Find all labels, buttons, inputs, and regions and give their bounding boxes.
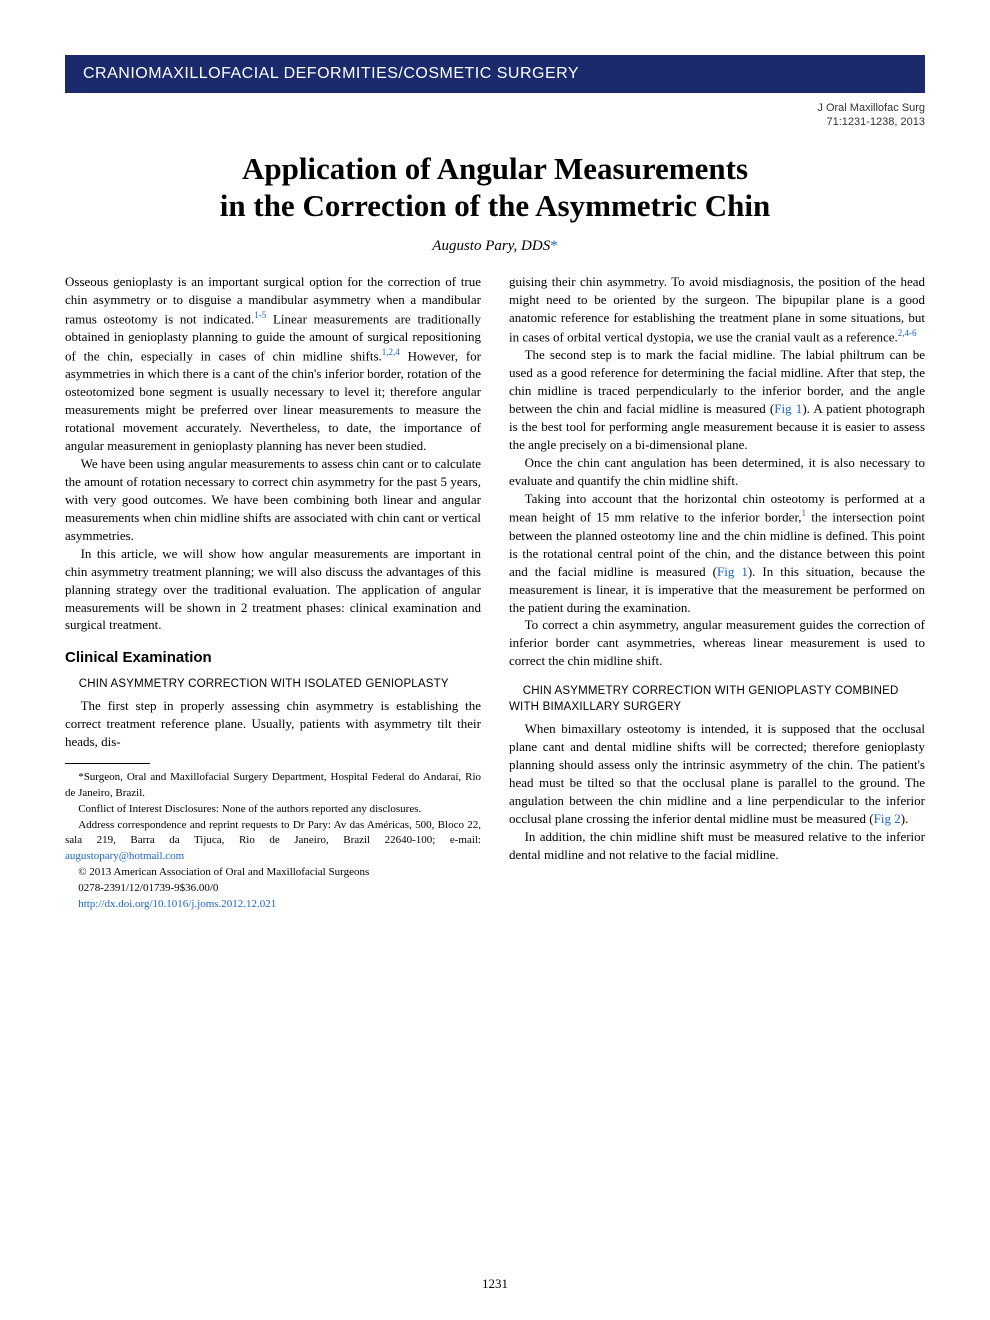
figure-link[interactable]: Fig 1 [717,564,748,579]
footnote-copyright: © 2013 American Association of Oral and … [65,865,481,881]
page-number: 1231 [0,1276,990,1292]
citation-ref[interactable]: 1-5 [254,310,266,320]
right-column: guising their chin asymmetry. To avoid m… [509,273,925,913]
journal-volume-pages: 71:1231-1238, 2013 [827,116,925,128]
body-paragraph: We have been using angular measurements … [65,455,481,545]
text-run: guising their chin asymmetry. To avoid m… [509,274,925,344]
body-paragraph: guising their chin asymmetry. To avoid m… [509,273,925,346]
body-paragraph: Once the chin cant angulation has been d… [509,454,925,490]
author-email-link[interactable]: augustopary@hotmail.com [65,850,184,862]
footnotes-block: *Surgeon, Oral and Maxillofacial Surgery… [65,770,481,913]
body-paragraph: The first step in properly assessing chi… [65,697,481,751]
footnote-doi: http://dx.doi.org/10.1016/j.joms.2012.12… [65,897,481,913]
author-affiliation-mark: * [550,238,558,254]
two-column-body: Osseous genioplasty is an important surg… [65,273,925,913]
figure-link[interactable]: Fig 2 [874,811,901,826]
body-paragraph: In this article, we will show how angula… [65,545,481,635]
figure-link[interactable]: Fig 1 [774,401,802,416]
author-line: Augusto Pary, DDS* [65,238,925,255]
title-line-1: Application of Angular Measurements [242,151,748,186]
section-banner: CRANIOMAXILLOFACIAL DEFORMITIES/COSMETIC… [65,55,925,93]
journal-citation: J Oral Maxillofac Surg 71:1231-1238, 201… [65,101,925,130]
body-paragraph: Taking into account that the horizontal … [509,490,925,617]
body-paragraph: When bimaxillary osteotomy is intended, … [509,720,925,828]
citation-ref[interactable]: 2,4-6 [898,328,917,338]
body-paragraph: In addition, the chin midline shift must… [509,828,925,864]
body-paragraph: Osseous genioplasty is an important surg… [65,273,481,455]
footnote: Conflict of Interest Disclosures: None o… [65,802,481,818]
title-line-2: in the Correction of the Asymmetric Chin [220,188,770,223]
footnote-issn: 0278-2391/12/01739-9$36.00/0 [65,881,481,897]
journal-name: J Oral Maxillofac Surg [817,102,925,114]
author-name: Augusto Pary, DDS [432,238,550,254]
doi-link[interactable]: http://dx.doi.org/10.1016/j.joms.2012.12… [78,898,276,910]
text-run: ). [901,811,909,826]
footnote-separator [65,763,150,764]
article-title: Application of Angular Measurements in t… [65,150,925,224]
text-run: When bimaxillary osteotomy is intended, … [509,721,925,826]
citation-ref[interactable]: 1,2,4 [382,347,400,357]
body-paragraph: The second step is to mark the facial mi… [509,346,925,454]
section-subheading: CHIN ASYMMETRY CORRECTION WITH ISOLATED … [65,677,481,693]
section-heading: Clinical Examination [65,648,481,669]
body-paragraph: To correct a chin asymmetry, angular mea… [509,616,925,670]
section-subheading: CHIN ASYMMETRY CORRECTION WITH GENIOPLAS… [509,684,925,716]
text-run: Address correspondence and reprint reque… [65,819,481,847]
footnote: Address correspondence and reprint reque… [65,818,481,866]
footnote: *Surgeon, Oral and Maxillofacial Surgery… [65,770,481,802]
text-run: However, for asymmetries in which there … [65,348,481,453]
left-column: Osseous genioplasty is an important surg… [65,273,481,913]
